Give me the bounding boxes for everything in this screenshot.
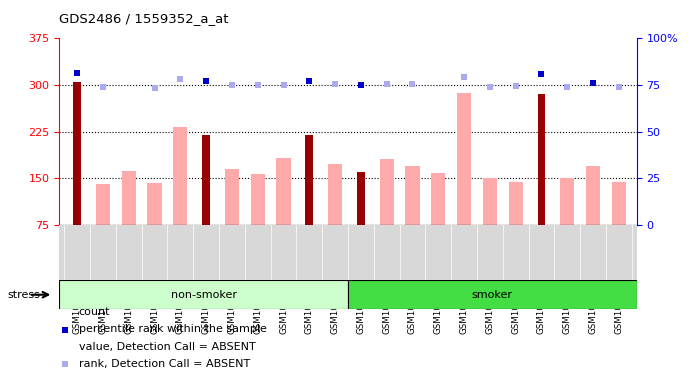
Bar [122, 170, 136, 225]
Bar [59, 280, 348, 309]
Bar [457, 93, 471, 225]
Bar [96, 184, 110, 225]
Bar [357, 172, 365, 225]
Bar [225, 169, 239, 225]
Text: GDS2486 / 1559352_a_at: GDS2486 / 1559352_a_at [59, 12, 229, 25]
Text: count: count [79, 307, 110, 317]
Bar [379, 159, 394, 225]
Bar [537, 94, 545, 225]
Bar [483, 178, 497, 225]
Bar [251, 174, 265, 225]
Text: value, Detection Call = ABSENT: value, Detection Call = ABSENT [79, 342, 255, 352]
Bar [306, 135, 313, 225]
Bar [348, 280, 637, 309]
Text: percentile rank within the sample: percentile rank within the sample [79, 324, 267, 334]
Bar [431, 173, 445, 225]
Bar [203, 135, 210, 225]
Bar [560, 178, 574, 225]
Text: stress: stress [7, 290, 40, 300]
Bar [328, 164, 342, 225]
Text: rank, Detection Call = ABSENT: rank, Detection Call = ABSENT [79, 359, 250, 369]
Bar [73, 82, 81, 225]
Bar [173, 127, 187, 225]
Bar [586, 166, 600, 225]
Bar [405, 166, 420, 225]
Bar [276, 157, 291, 225]
Bar [148, 183, 161, 225]
Text: smoker: smoker [472, 290, 513, 300]
Text: non-smoker: non-smoker [171, 290, 237, 300]
Bar [612, 182, 626, 225]
Bar [509, 182, 523, 225]
